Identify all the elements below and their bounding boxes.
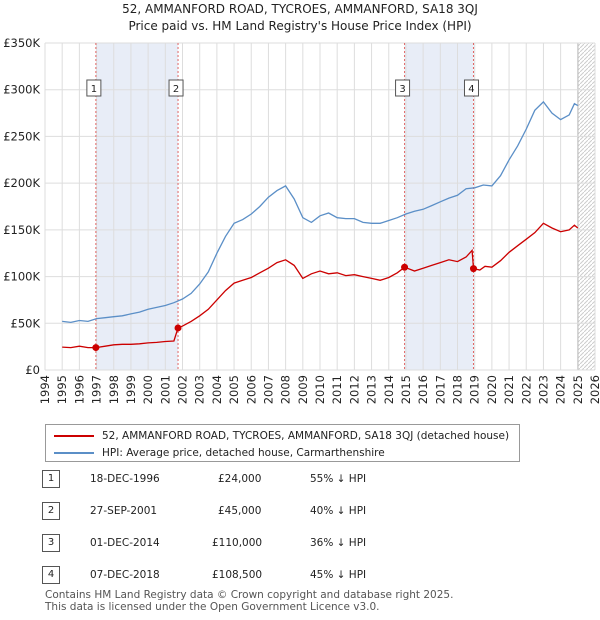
footer-line-2: This data is licensed under the Open Gov… xyxy=(45,601,380,613)
sale-number-label: 3 xyxy=(399,84,405,95)
sale-hpi-diff: 40% ↓ HPI xyxy=(310,505,367,517)
y-tick-label: £350K xyxy=(3,36,40,50)
x-tick-label: 2016 xyxy=(416,375,430,404)
sale-price: £45,000 xyxy=(218,505,262,517)
sale-point xyxy=(92,344,100,352)
ownership-period-shade xyxy=(95,43,179,370)
sale-price: £108,500 xyxy=(212,569,263,581)
sale-row: 3 01-DEC-2014 £110,000 36% ↓ HPI xyxy=(40,534,440,554)
x-tick-label: 2021 xyxy=(502,375,516,404)
x-tick-label: 2001 xyxy=(158,375,172,404)
x-tick-label: 2000 xyxy=(141,375,155,404)
sale-badge: 4 xyxy=(42,566,60,584)
hpi-line xyxy=(62,100,579,324)
x-tick-label: 2011 xyxy=(330,375,344,404)
sale-badge: 3 xyxy=(42,534,60,552)
sale-date: 18-DEC-1996 xyxy=(90,473,160,485)
sale-point xyxy=(174,324,182,332)
x-tick-label: 2026 xyxy=(588,375,600,404)
sale-price: £24,000 xyxy=(218,473,262,485)
sale-date: 07-DEC-2018 xyxy=(90,569,160,581)
x-tick-label: 2007 xyxy=(261,375,275,404)
sale-point xyxy=(401,263,409,271)
price-chart: 1 2 3 4 £0 £50K £100K £150K £200K £250K £300K £350K… xyxy=(3,36,600,404)
sale-number-box xyxy=(463,79,479,97)
chart-title-line-2: Price paid vs. HM Land Registry's House … xyxy=(128,19,472,33)
sale-date: 27-SEP-2001 xyxy=(90,505,158,517)
legend-item-property: 52, AMMANFORD ROAD, TYCROES, AMMANFORD, … xyxy=(54,428,509,444)
sale-hpi-diff: 55% ↓ HPI xyxy=(310,473,367,485)
x-tick-label: 2023 xyxy=(536,375,550,404)
x-tick-label: 2008 xyxy=(279,375,293,404)
y-tick-label: £0 xyxy=(25,363,40,377)
sale-number-label: 4 xyxy=(468,84,474,95)
x-tick-label: 1998 xyxy=(107,375,121,404)
x-tick-label: 2025 xyxy=(571,375,585,404)
x-tick-label: 1995 xyxy=(55,375,69,404)
legend-label-hpi: HPI: Average price, detached house, Carm… xyxy=(102,447,385,459)
sale-row: 1 18-DEC-1996 £24,000 55% ↓ HPI xyxy=(40,470,440,490)
legend-line-hpi xyxy=(54,452,94,454)
x-tick-label: 2024 xyxy=(554,375,568,404)
legend-label-property: 52, AMMANFORD ROAD, TYCROES, AMMANFORD, … xyxy=(102,430,510,442)
x-tick-label: 1997 xyxy=(90,375,104,404)
x-tick-label: 2022 xyxy=(519,375,533,404)
chart-title-line-1: 52, AMMANFORD ROAD, TYCROES, AMMANFORD, … xyxy=(122,2,478,16)
sale-badge: 1 xyxy=(42,470,60,488)
sale-date: 01-DEC-2014 xyxy=(90,537,160,549)
sale-hpi-diff: 45% ↓ HPI xyxy=(310,569,367,581)
x-tick-label: 2003 xyxy=(193,375,207,404)
y-tick-label: £100K xyxy=(3,270,40,284)
sale-number-label: 2 xyxy=(173,84,179,95)
ownership-period-shade xyxy=(404,43,474,370)
x-tick-label: 2017 xyxy=(433,375,447,404)
x-tick-label: 2006 xyxy=(244,375,258,404)
chart-legend: 52, AMMANFORD ROAD, TYCROES, AMMANFORD, … xyxy=(45,424,520,462)
y-tick-label: £250K xyxy=(3,129,40,143)
x-tick-label: 2020 xyxy=(485,375,499,404)
sale-number-label: 1 xyxy=(91,84,97,95)
y-tick-label: £50K xyxy=(11,316,41,330)
y-tick-label: £300K xyxy=(3,83,40,97)
x-tick-label: 2014 xyxy=(382,375,396,404)
sale-number-box xyxy=(86,79,102,97)
sale-row: 2 27-SEP-2001 £45,000 40% ↓ HPI xyxy=(40,502,440,522)
x-tick-label: 1999 xyxy=(124,375,138,404)
sale-number-box xyxy=(168,79,184,97)
x-tick-label: 2015 xyxy=(399,375,413,404)
x-tick-label: 2010 xyxy=(313,375,327,404)
x-tick-label: 2009 xyxy=(296,375,310,404)
x-tick-label: 2002 xyxy=(176,375,190,404)
legend-item-hpi: HPI: Average price, detached house, Carm… xyxy=(54,445,385,461)
x-tick-label: 1994 xyxy=(38,375,52,404)
x-tick-label: 2019 xyxy=(468,375,482,404)
x-tick-label: 2004 xyxy=(210,375,224,404)
sale-hpi-diff: 36% ↓ HPI xyxy=(310,537,367,549)
property-price-line xyxy=(62,222,579,349)
sale-row: 4 07-DEC-2018 £108,500 45% ↓ HPI xyxy=(40,566,440,586)
x-tick-label: 2018 xyxy=(451,375,465,404)
y-tick-label: £150K xyxy=(3,223,40,237)
future-hatch-region xyxy=(577,43,595,370)
legend-line-property xyxy=(54,435,94,437)
sale-point xyxy=(469,265,477,273)
footer: Contains HM Land Registry data © Crown c… xyxy=(45,589,453,613)
x-tick-label: 2012 xyxy=(347,375,361,404)
footer-line-1: Contains HM Land Registry data © Crown c… xyxy=(45,589,454,601)
y-tick-label: £200K xyxy=(3,176,40,190)
sale-price: £110,000 xyxy=(212,537,263,549)
sale-badge: 2 xyxy=(42,502,60,520)
x-tick-label: 2005 xyxy=(227,375,241,404)
x-tick-label: 1996 xyxy=(72,375,86,404)
x-tick-label: 2013 xyxy=(365,375,379,404)
sale-number-box xyxy=(395,79,411,97)
